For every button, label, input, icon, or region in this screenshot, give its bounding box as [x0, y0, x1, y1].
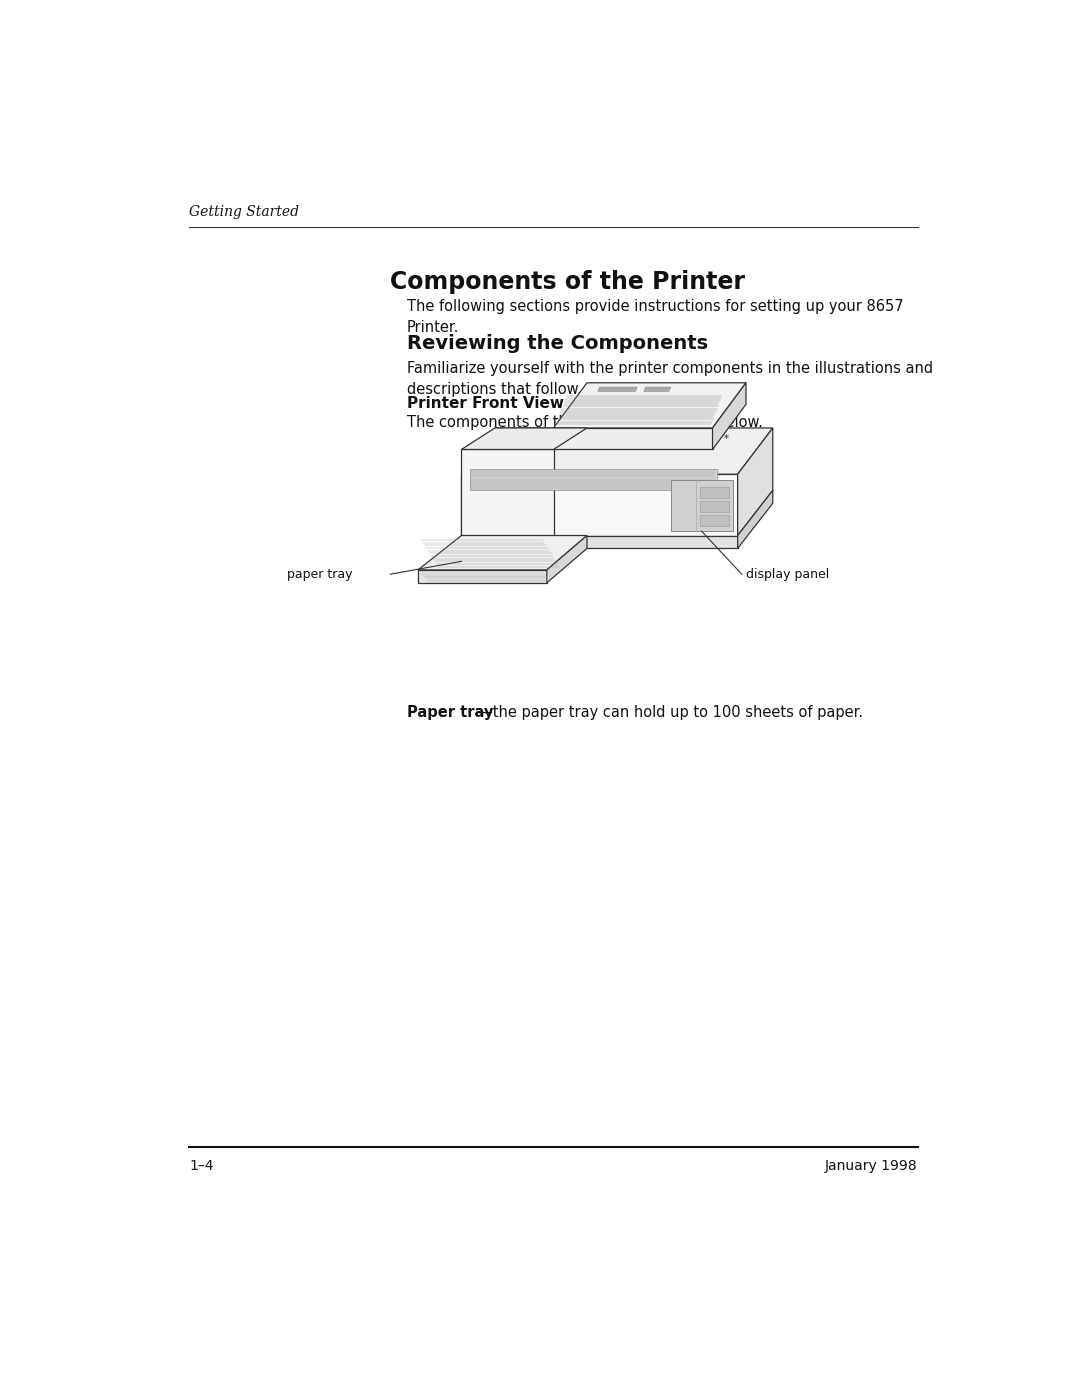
Polygon shape: [713, 383, 746, 450]
Polygon shape: [738, 427, 773, 535]
Text: Components of the Printer: Components of the Printer: [390, 270, 745, 293]
Text: The following sections provide instructions for setting up your 8657
Printer.: The following sections provide instructi…: [407, 299, 904, 335]
Polygon shape: [598, 387, 637, 391]
Text: —the paper tray can hold up to 100 sheets of paper.: —the paper tray can hold up to 100 sheet…: [478, 705, 863, 721]
Polygon shape: [461, 427, 773, 474]
Polygon shape: [700, 488, 729, 497]
Polygon shape: [546, 535, 588, 583]
Text: Reviewing the Components: Reviewing the Components: [407, 334, 708, 353]
Text: January 1998: January 1998: [825, 1160, 918, 1173]
Polygon shape: [644, 387, 671, 391]
Text: Getting Started: Getting Started: [189, 205, 299, 219]
Text: Printer Front View: Printer Front View: [407, 395, 564, 411]
Polygon shape: [671, 479, 733, 531]
Polygon shape: [554, 383, 746, 427]
Text: The components of the printer are shown below.: The components of the printer are shown …: [407, 415, 762, 430]
Text: display panel: display panel: [746, 567, 829, 581]
Polygon shape: [554, 427, 713, 450]
Text: Paper tray: Paper tray: [407, 705, 494, 721]
Polygon shape: [700, 502, 729, 511]
Polygon shape: [461, 450, 554, 535]
Polygon shape: [418, 535, 588, 570]
Text: paper tray: paper tray: [287, 567, 352, 581]
Polygon shape: [461, 535, 738, 549]
Text: 1–4: 1–4: [189, 1160, 214, 1173]
Polygon shape: [461, 474, 738, 535]
Text: Familiarize yourself with the printer components in the illustrations and
descri: Familiarize yourself with the printer co…: [407, 362, 933, 397]
Polygon shape: [738, 490, 773, 549]
Polygon shape: [700, 515, 729, 525]
Polygon shape: [470, 469, 717, 490]
Polygon shape: [461, 427, 588, 450]
Polygon shape: [418, 570, 546, 583]
Text: *: *: [724, 433, 728, 444]
